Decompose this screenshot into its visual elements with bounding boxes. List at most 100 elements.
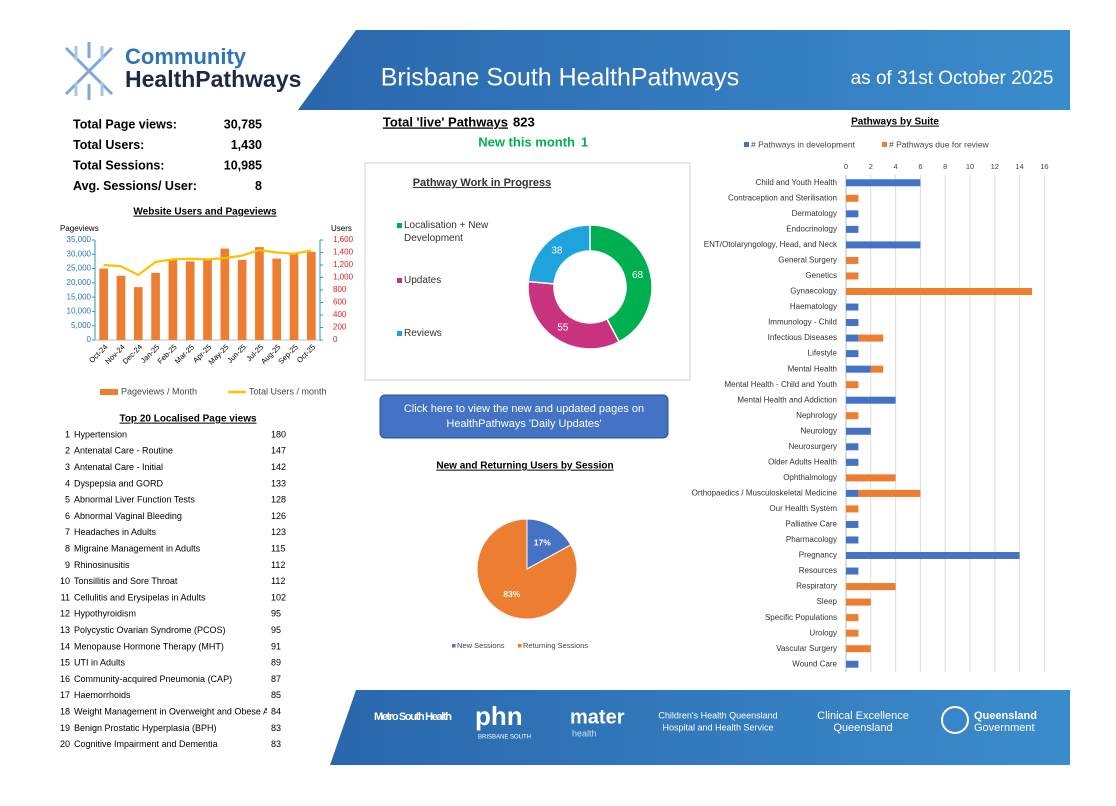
bar [151, 272, 160, 340]
y-tick-label: 0 [87, 335, 92, 344]
category-label: Dermatology [792, 209, 837, 218]
button-wrap[interactable]: Click here to view the new and updated p… [383, 397, 665, 437]
top-views: 112 [271, 576, 285, 586]
top-views: 102 [271, 592, 286, 602]
category-label: Haematology [790, 302, 837, 311]
top-views: 89 [271, 658, 281, 668]
bar-segment [846, 272, 859, 280]
y2-tick-label: 1,600 [333, 235, 354, 244]
bar-segment [846, 567, 859, 575]
legend-label: Reviews [404, 328, 442, 339]
y2-tick-label: 0 [333, 335, 338, 344]
top-rank: 1 [65, 429, 70, 439]
category-label: Child and Youth Health [756, 178, 837, 187]
top-rank: 7 [65, 527, 70, 537]
footer-metro: Metro South Health [374, 711, 452, 723]
top-rank: 12 [60, 609, 70, 619]
bar-segment [846, 241, 921, 249]
top-page: Headaches in Adults [74, 527, 157, 537]
top-rank: 17 [60, 690, 70, 700]
bar-segment [846, 287, 1032, 295]
chart-title: Website Users and Pageviews [133, 207, 277, 218]
bar-segment [846, 412, 859, 420]
daily-updates-button[interactable]: Click here to view the new and updated p… [379, 394, 669, 439]
top-rank: 15 [60, 658, 70, 668]
bar [168, 260, 178, 340]
top-page: Community-acquired Pneumonia (CAP) [74, 674, 232, 684]
y2-tick-label: 1,000 [333, 273, 354, 282]
top-title: Top 20 Localised Page views [119, 414, 257, 425]
top-rank: 5 [65, 495, 70, 505]
top-page: Antenatal Care - Initial [74, 462, 163, 472]
category-label: Sleep [817, 597, 838, 606]
top-views: 95 [271, 609, 281, 619]
chart-title: Pathways by Suite [851, 117, 939, 128]
donut-slice [527, 224, 591, 285]
category-label: Mental Health - Child and Youth [724, 380, 837, 389]
logo-icon [64, 42, 114, 100]
footer-qg2: Government [974, 722, 1035, 734]
category-label: Pregnancy [799, 551, 837, 560]
legend-label: Updates [404, 275, 442, 286]
bar-segment [846, 505, 859, 513]
x-tick-label: Oct-25 [295, 342, 317, 364]
footer-crest [941, 706, 969, 734]
top-rank: 8 [65, 543, 70, 553]
legend-label: Total Users / month [249, 386, 327, 396]
category-label: Specific Populations [765, 613, 837, 622]
button-box[interactable] [379, 394, 669, 439]
bar [133, 287, 143, 340]
bar [203, 260, 212, 340]
top-views: 142 [271, 462, 286, 472]
y2-axis-title: Users [331, 224, 352, 233]
top-rank: 14 [60, 641, 70, 651]
bar-segment [846, 443, 859, 451]
top-page: Tonsillitis and Sore Throat [74, 576, 178, 586]
bar-segment [846, 520, 859, 528]
bar-segment [846, 396, 896, 404]
top-rank: 13 [60, 625, 70, 635]
top-views: 84 [271, 706, 281, 716]
bar-segment [846, 427, 871, 435]
top-views: 95 [271, 625, 281, 635]
category-label: Contraception and Sterilisation [728, 193, 837, 202]
bar-segment [846, 303, 859, 311]
legend-swatch [744, 142, 749, 147]
x-tick-label: 8 [943, 162, 947, 171]
footer-mater: mater [570, 706, 625, 728]
legend-label: Pageviews / Month [121, 386, 197, 396]
legend-swatch [882, 142, 887, 147]
bar-segment [846, 334, 859, 342]
top-page: UTI in Adults [74, 658, 126, 668]
y2-tick-label: 600 [333, 298, 347, 307]
legend-label: Localisation + New Development [404, 220, 489, 244]
bar [307, 252, 316, 340]
y2-tick-label: 800 [333, 285, 347, 294]
x-tick-label: 16 [1040, 162, 1048, 171]
live-value: 823 [513, 114, 535, 129]
category-label: Endocrinology [786, 224, 837, 233]
bar-segment [846, 552, 1020, 560]
legend-label: # Pathways due for review [889, 139, 990, 149]
legend-swatch [397, 331, 402, 336]
bar [116, 275, 126, 340]
top-rank: 3 [65, 462, 70, 472]
logo-top: Community [125, 44, 247, 69]
x-tick-label: 10 [966, 162, 974, 171]
category-label: Infectious Diseases [768, 333, 837, 342]
x-tick-label: Jun-25 [225, 342, 248, 365]
pie-slice [526, 518, 572, 570]
category-label: Our Health System [769, 504, 837, 513]
button-text[interactable]: Click here to view the new and updated p… [403, 403, 645, 430]
x-tick-label: 2 [869, 162, 873, 171]
stat-label: Total Users: [73, 138, 144, 152]
bar-segment [858, 489, 921, 497]
header-title: Brisbane South HealthPathways [381, 64, 740, 92]
category-label: Pharmacology [786, 535, 837, 544]
top-views: 128 [271, 495, 286, 505]
bar-segment [846, 365, 871, 373]
legend-label: Returning Sessions [523, 641, 588, 650]
top-page: Antenatal Care - Routine [74, 446, 173, 456]
footer-chq2: Hospital and Health Service [662, 722, 773, 732]
bar-segment [846, 350, 859, 358]
